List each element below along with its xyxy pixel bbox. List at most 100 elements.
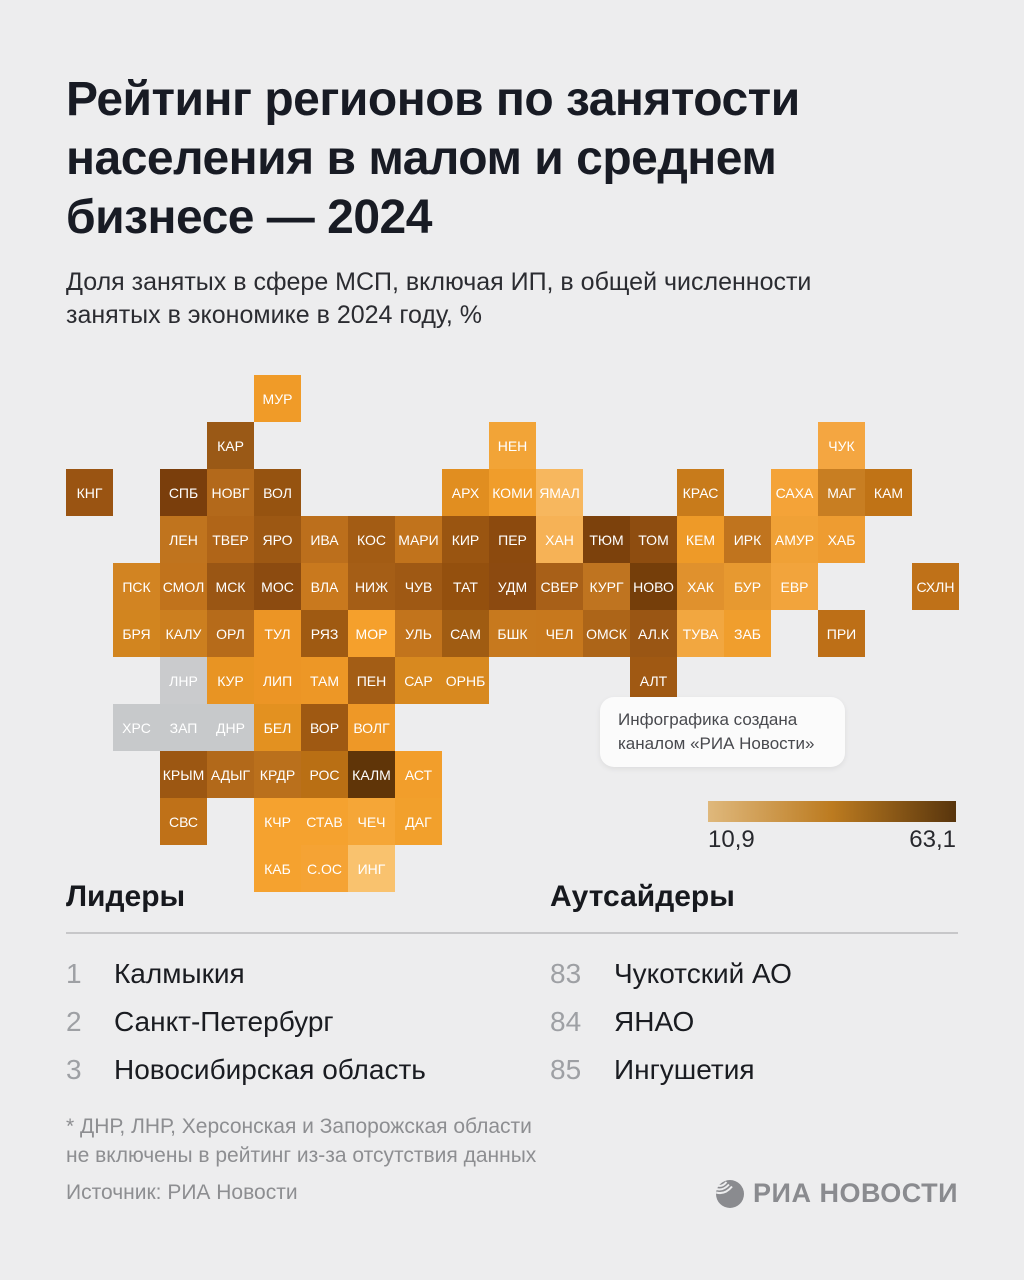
footnote-line-1: * ДНР, ЛНР, Херсонская и Запорожская обл…	[66, 1115, 532, 1138]
page-subtitle: Доля занятых в сфере МСП, включая ИП, в …	[66, 266, 926, 332]
list-item: 84 ЯНАО	[550, 1006, 990, 1054]
map-tile-КАЛМ: КАЛМ	[348, 751, 395, 798]
map-tile-САХА: САХА	[771, 469, 818, 516]
list-item: 85 Ингушетия	[550, 1054, 990, 1102]
map-tile-ДНР: ДНР	[207, 704, 254, 751]
region-name: Калмыкия	[114, 958, 245, 989]
map-tile-СВЕР: СВЕР	[536, 563, 583, 610]
map-tile-АСТ: АСТ	[395, 751, 442, 798]
color-scale-labels: 10,9 63,1	[708, 826, 956, 854]
map-tile-ЧУК: ЧУК	[818, 422, 865, 469]
map-tile-ЕВР: ЕВР	[771, 563, 818, 610]
map-tile-КАМ: КАМ	[865, 469, 912, 516]
map-tile-НЕН: НЕН	[489, 422, 536, 469]
map-tile-ОРНБ: ОРНБ	[442, 657, 489, 704]
region-name: Санкт-Петербург	[114, 1006, 334, 1037]
map-tile-КОС: КОС	[348, 516, 395, 563]
map-tile-КУРГ: КУРГ	[583, 563, 630, 610]
map-tile-ПЕР: ПЕР	[489, 516, 536, 563]
color-scale-gradient	[708, 801, 956, 822]
map-tile-КУР: КУР	[207, 657, 254, 704]
map-tile-БШК: БШК	[489, 610, 536, 657]
map-tile-НИЖ: НИЖ	[348, 563, 395, 610]
map-tile-ТАМ: ТАМ	[301, 657, 348, 704]
map-tile-ДАГ: ДАГ	[395, 798, 442, 845]
rank-number: 85	[550, 1054, 582, 1085]
region-tile-map: МУР КАР НЕН ЧУК КНГ СПБ НОВГ ВОЛ АРХ КОМИ ЯМАЛ КРАС…	[66, 375, 960, 892]
map-tile-АРХ: АРХ	[442, 469, 489, 516]
map-tile-ВОЛ: ВОЛ	[254, 469, 301, 516]
attribution-card: Инфографика создана каналом «РИА Новости…	[600, 697, 845, 767]
map-tile-БЕЛ: БЕЛ	[254, 704, 301, 751]
map-tile-ИНГ: ИНГ	[348, 845, 395, 892]
region-name: Новосибирская область	[114, 1054, 426, 1085]
region-name: Ингушетия	[614, 1054, 755, 1085]
map-tile-ЯРО: ЯРО	[254, 516, 301, 563]
subtitle-line-1: Доля занятых в сфере МСП, включая ИП, в …	[66, 268, 812, 296]
rank-number: 3	[66, 1054, 82, 1085]
list-item: 83 Чукотский АО	[550, 958, 990, 1006]
map-tile-СМОЛ: СМОЛ	[160, 563, 207, 610]
subtitle-line-2: занятых в экономике в 2024 году, %	[66, 301, 483, 329]
map-tile-ЛИП: ЛИП	[254, 657, 301, 704]
outsiders-list: 83 Чукотский АО 84 ЯНАО 85 Ингушетия	[550, 958, 990, 1102]
map-tile-СПБ: СПБ	[160, 469, 207, 516]
globe-icon	[715, 1179, 745, 1209]
map-tile-ЛНР: ЛНР	[160, 657, 207, 704]
map-tile-ТУЛ: ТУЛ	[254, 610, 301, 657]
map-tile-ОРЛ: ОРЛ	[207, 610, 254, 657]
map-tile-ХАН: ХАН	[536, 516, 583, 563]
map-tile-ПЕН: ПЕН	[348, 657, 395, 704]
outsiders-heading: Аутсайдеры	[550, 880, 735, 913]
map-tile-БРЯ: БРЯ	[113, 610, 160, 657]
map-tile-КАБ: КАБ	[254, 845, 301, 892]
map-tile-КНГ: КНГ	[66, 469, 113, 516]
map-tile-РОС: РОС	[301, 751, 348, 798]
map-tile-СВС: СВС	[160, 798, 207, 845]
map-tile-ТЮМ: ТЮМ	[583, 516, 630, 563]
map-tile-АЛТ: АЛТ	[630, 657, 677, 704]
list-item: 3 Новосибирская область	[66, 1054, 506, 1102]
rank-number: 2	[66, 1006, 82, 1037]
map-tile-АМУР: АМУР	[771, 516, 818, 563]
map-tile-ВОЛГ: ВОЛГ	[348, 704, 395, 751]
map-tile-ЧЕЛ: ЧЕЛ	[536, 610, 583, 657]
map-tile-КРДР: КРДР	[254, 751, 301, 798]
map-tile-САМ: САМ	[442, 610, 489, 657]
map-tile-ХАК: ХАК	[677, 563, 724, 610]
map-tile-КЕМ: КЕМ	[677, 516, 724, 563]
map-tile-ХАБ: ХАБ	[818, 516, 865, 563]
leaders-heading: Лидеры	[66, 880, 186, 913]
footnote-line-2: не включены в рейтинг из-за отсутствия д…	[66, 1144, 537, 1167]
map-tile-ТОМ: ТОМ	[630, 516, 677, 563]
title-line-3: бизнесе — 2024	[66, 191, 432, 244]
map-tile-С.ОС: С.ОС	[301, 845, 348, 892]
map-tile-ИРК: ИРК	[724, 516, 771, 563]
map-tile-МУР: МУР	[254, 375, 301, 422]
map-tile-МСК: МСК	[207, 563, 254, 610]
region-name: ЯНАО	[614, 1006, 695, 1037]
logo-text: РИА НОВОСТИ	[753, 1178, 958, 1208]
map-tile-ТАТ: ТАТ	[442, 563, 489, 610]
map-tile-ТУВА: ТУВА	[677, 610, 724, 657]
map-tile-СХЛН: СХЛН	[912, 563, 959, 610]
map-tile-КЧР: КЧР	[254, 798, 301, 845]
list-item: 1 Калмыкия	[66, 958, 506, 1006]
map-tile-ЛЕН: ЛЕН	[160, 516, 207, 563]
map-tile-КРЫМ: КРЫМ	[160, 751, 207, 798]
map-tile-КОМИ: КОМИ	[489, 469, 536, 516]
region-name: Чукотский АО	[614, 958, 792, 989]
footnote: * ДНР, ЛНР, Херсонская и Запорожская обл…	[66, 1112, 626, 1170]
map-tile-ЗАП: ЗАП	[160, 704, 207, 751]
section-divider	[66, 932, 958, 934]
map-tile-ПРИ: ПРИ	[818, 610, 865, 657]
map-tile-МОС: МОС	[254, 563, 301, 610]
map-tile-ИВА: ИВА	[301, 516, 348, 563]
map-tile-УЛЬ: УЛЬ	[395, 610, 442, 657]
map-tile-УДМ: УДМ	[489, 563, 536, 610]
map-tile-МАГ: МАГ	[818, 469, 865, 516]
title-line-1: Рейтинг регионов по занятости	[66, 73, 800, 126]
legend-min-value: 10,9	[708, 826, 755, 853]
map-tile-СТАВ: СТАВ	[301, 798, 348, 845]
